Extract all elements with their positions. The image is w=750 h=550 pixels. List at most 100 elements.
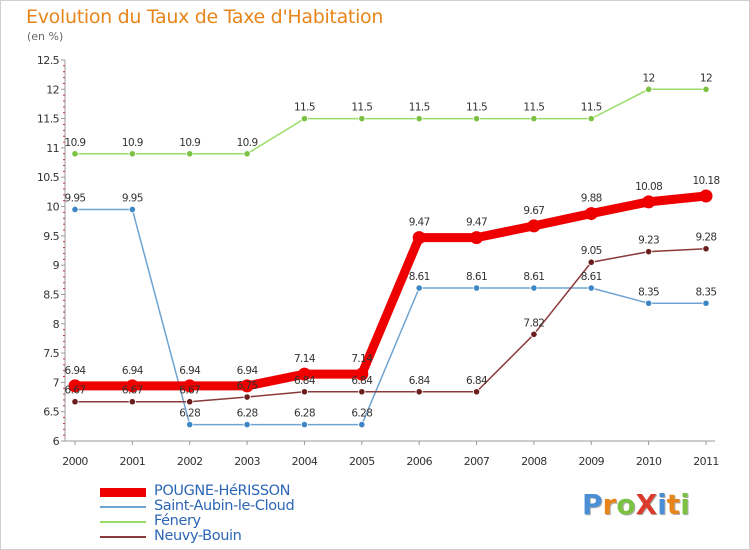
x-tick-label: 2002 (177, 455, 203, 468)
y-tick-label: 11.5 (37, 113, 60, 126)
legend-label: Saint-Aubin-le-Cloud (154, 498, 295, 514)
y-tick-label: 11 (46, 142, 59, 155)
series-point-2 (186, 150, 194, 158)
data-label-2: 12 (700, 72, 712, 84)
data-label-3: 7.82 (523, 317, 544, 329)
data-label-3: 9.05 (581, 245, 602, 257)
series-point-3 (358, 388, 366, 396)
series-point-0 (297, 367, 311, 381)
data-label-2: 11.5 (351, 102, 372, 114)
data-label-1: 8.35 (696, 286, 717, 298)
series-point-2 (415, 115, 423, 123)
series-point-3 (243, 393, 251, 401)
series-point-2 (645, 85, 653, 93)
series-point-2 (71, 150, 79, 158)
data-label-1: 6.28 (237, 408, 258, 420)
logo-letter: o (616, 488, 636, 521)
series-point-2 (300, 115, 309, 123)
y-tick-label: 9.5 (43, 230, 59, 243)
data-label-3: 6.67 (65, 385, 86, 397)
series-point-3 (472, 388, 481, 396)
series-point-1 (128, 205, 136, 214)
series-point-1 (358, 420, 366, 429)
chart-title: Evolution du Taux de Taxe d'Habitation (26, 6, 384, 28)
series-point-1 (645, 299, 653, 307)
series-point-1 (71, 205, 79, 214)
series-lines (68, 85, 713, 429)
data-labels: 6.94 6.94 6.94 6.94 7.14 7.14 9.47 9.47 9.67 9.88… (65, 72, 721, 420)
y-tick-label: 6.5 (43, 406, 59, 419)
data-label-1: 8.61 (523, 271, 544, 283)
data-label-3: 6.84 (294, 375, 316, 387)
series-point-2 (472, 115, 481, 123)
data-label-3: 6.67 (179, 385, 200, 397)
data-label-0: 10.08 (635, 181, 662, 193)
y-tick-label: 8 (53, 318, 60, 331)
x-tick-label: 2003 (234, 455, 260, 468)
data-label-0: 9.88 (581, 193, 602, 205)
data-label-1: 8.61 (409, 271, 430, 283)
data-label-3: 6.84 (409, 375, 431, 387)
y-tick-label: 7 (53, 376, 60, 389)
series-point-0 (240, 379, 254, 393)
series-point-3 (702, 245, 710, 253)
x-tick-label: 2004 (292, 455, 318, 468)
series-line-2 (74, 88, 707, 155)
data-label-2: 10.9 (65, 137, 86, 149)
data-label-2: 10.9 (179, 137, 200, 149)
logo-letter: i (657, 488, 667, 521)
data-label-3: 6.84 (466, 375, 488, 387)
series-line-3 (74, 247, 707, 403)
data-label-1: 6.28 (294, 408, 315, 420)
x-tick-label: 2006 (406, 455, 432, 468)
data-label-3: 6.67 (122, 385, 143, 397)
data-label-1: 8.35 (638, 286, 659, 298)
series-point-1 (587, 284, 595, 292)
series-point-1 (472, 284, 481, 292)
data-label-2: 10.9 (237, 137, 258, 149)
data-label-3: 9.28 (696, 232, 717, 244)
series-point-1 (186, 420, 194, 429)
data-label-3: 9.23 (638, 235, 659, 247)
logo-letter: r (602, 488, 617, 521)
series-point-3 (128, 398, 136, 406)
data-label-0: 7.14 (351, 353, 373, 365)
legend-label: Fénery (154, 513, 201, 529)
series-point-3 (587, 258, 595, 266)
x-tick-label: 2000 (62, 455, 88, 468)
series-point-3 (415, 388, 423, 396)
series-point-3 (300, 388, 309, 396)
legend-swatch (100, 521, 146, 523)
series-point-1 (243, 420, 251, 429)
x-tick-label: 2005 (349, 455, 375, 468)
x-tick-label: 2010 (636, 455, 662, 468)
data-label-1: 9.95 (65, 192, 86, 204)
proxiti-logo: ProXiti (582, 488, 690, 521)
series-point-0 (584, 207, 598, 221)
axes: 6 6.5 7 7.5 8 8.5 9 9.5 10 10.5 11 11.5 12 12.5 2000 20… (37, 54, 719, 468)
y-tick-label: 12 (46, 83, 59, 96)
series-point-0 (125, 379, 139, 393)
series-point-2 (702, 85, 710, 93)
series-point-3 (645, 248, 653, 256)
series-point-2 (530, 115, 538, 123)
series-point-0 (183, 379, 197, 393)
series-point-3 (71, 398, 79, 406)
y-tick-label: 7.5 (43, 347, 59, 360)
series-point-2 (587, 115, 595, 123)
data-label-1: 8.61 (581, 271, 602, 283)
legend-label: POUGNE-HéRISSON (154, 483, 291, 499)
chart-subtitle: (en %) (27, 30, 64, 43)
legend-label: Neuvy-Bouin (154, 528, 242, 544)
series-point-0 (699, 189, 713, 203)
x-tick-label: 2011 (693, 455, 719, 468)
data-label-0: 9.67 (523, 205, 544, 217)
y-tick-label: 10 (46, 201, 59, 214)
series-point-1 (530, 284, 538, 292)
data-label-0: 6.94 (65, 365, 87, 377)
data-label-1: 6.28 (179, 408, 200, 420)
data-label-1: 6.28 (351, 408, 372, 420)
series-point-0 (642, 195, 656, 209)
data-label-2: 12 (643, 72, 655, 84)
series-point-0 (68, 379, 82, 393)
